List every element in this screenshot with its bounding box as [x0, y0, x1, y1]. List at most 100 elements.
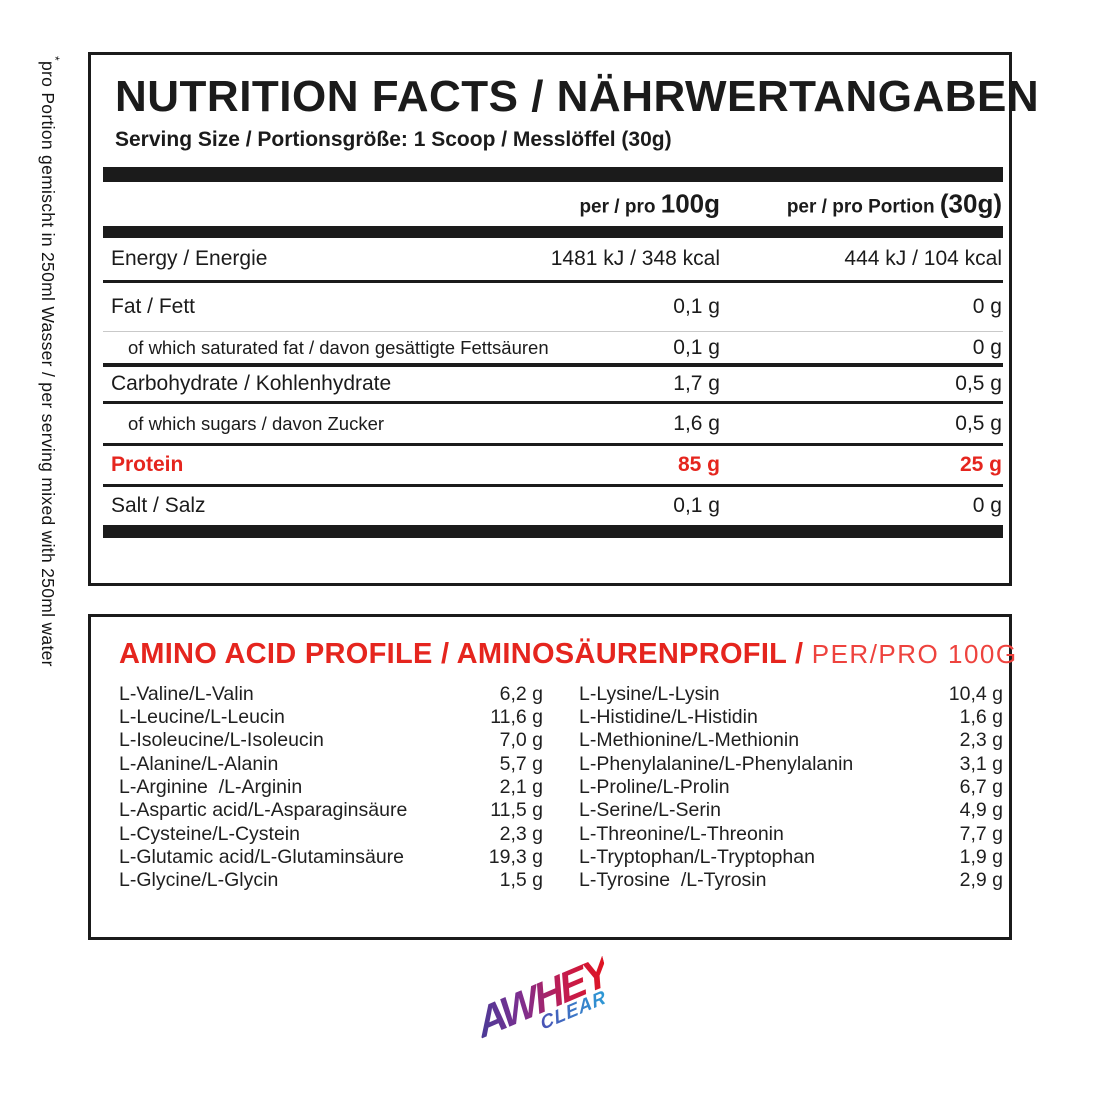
amino-row: L-Alanine/L-Alanin 5,7 g	[119, 753, 543, 776]
amino-value: 2,9 g	[959, 869, 1003, 892]
amino-label: L-Aspartic acid/L-Asparaginsäure	[119, 799, 408, 822]
divider-bar-top	[103, 167, 1003, 183]
amino-column-left: L-Valine/L-Valin 6,2 g L-Leucine/L-Leucin 1…	[119, 683, 543, 893]
amino-label: L-Isoleucine/L-Isoleucin	[119, 729, 324, 752]
amino-value: 2,3 g	[959, 729, 1003, 752]
amino-label: L-Tryptophan/L-Tryptophan	[579, 845, 815, 868]
amino-row: L-Isoleucine/L-Isoleucin 7,0 g	[119, 729, 543, 752]
column-header-per-portion: per / pro Portion (30g)	[787, 189, 1002, 220]
nutrition-table: Energy / Energie 1481 kJ / 348 kcal 444 kJ…	[103, 238, 1003, 525]
amino-label: L-Glycine/L-Glycin	[119, 869, 279, 892]
amino-title-unit: PER/PRO 100G	[811, 639, 1018, 669]
serving-footnote: *pro Portion gemischt in 250ml Wasser / …	[37, 56, 62, 667]
row-value-per-portion: 0,5 g	[955, 372, 1002, 396]
amino-label: L-Serine/L-Serin	[579, 799, 721, 822]
amino-value: 10,4 g	[948, 682, 1003, 705]
row-value-per-100g: 0,1 g	[673, 335, 720, 359]
amino-row: L-Arginine /L-Arginin 2,1 g	[119, 776, 543, 799]
amino-value: 1,5 g	[499, 869, 543, 892]
amino-acid-panel: AMINO ACID PROFILE / AMINOSÄURENPROFIL /…	[88, 614, 1016, 940]
nutrition-title: NUTRITION FACTS / NÄHRWERTANGABEN	[115, 72, 1040, 121]
table-row: Fat / Fett 0,1 g 0 g	[103, 283, 1003, 333]
amino-value: 1,6 g	[959, 706, 1003, 729]
column-headers: per / pro 100g per / pro Portion (30g)	[103, 182, 1003, 226]
footnote-text: pro Portion gemischt in 250ml Wasser / p…	[38, 60, 58, 667]
amino-title: AMINO ACID PROFILE / AMINOSÄURENPROFIL /…	[119, 638, 1016, 671]
row-label: of which saturated fat / davon gesättigt…	[128, 336, 549, 358]
row-value-per-100g: 1,7 g	[673, 372, 720, 396]
column-header-per-portion-amount: (30g)	[939, 188, 1002, 219]
amino-value: 11,5 g	[490, 799, 543, 822]
amino-label: L-Leucine/L-Leucin	[119, 706, 285, 729]
amino-label: L-Threonine/L-Threonin	[579, 822, 784, 845]
brand-logo: AWHEY CLEAR	[470, 939, 648, 1056]
amino-column-right: L-Lysine/L-Lysin 10,4 g L-Histidine/L-Hist…	[579, 683, 1003, 893]
amino-label: L-Proline/L-Prolin	[579, 776, 730, 799]
table-row: Protein 85 g 25 g	[103, 446, 1003, 488]
amino-row: L-Valine/L-Valin 6,2 g	[119, 683, 543, 706]
amino-label: L-Arginine /L-Arginin	[119, 776, 303, 799]
table-row: of which sugars / davon Zucker 1,6 g 0,5 g	[103, 404, 1003, 447]
amino-row: L-Lysine/L-Lysin 10,4 g	[579, 683, 1003, 706]
amino-row: L-Tyrosine /L-Tyrosin 2,9 g	[579, 869, 1003, 892]
amino-value: 7,0 g	[499, 729, 543, 752]
row-value-per-portion: 444 kJ / 104 kcal	[844, 247, 1002, 271]
nutrition-facts-panel: NUTRITION FACTS / NÄHRWERTANGABEN Servin…	[88, 52, 1040, 586]
row-label: Fat / Fett	[111, 295, 196, 319]
amino-acid-table: L-Valine/L-Valin 6,2 g L-Leucine/L-Leucin 1…	[119, 683, 1003, 893]
amino-row: L-Leucine/L-Leucin 11,6 g	[119, 706, 543, 729]
row-value-per-portion: 0 g	[972, 295, 1002, 319]
column-header-per-100g: per / pro 100g	[579, 189, 720, 220]
amino-label: L-Tyrosine /L-Tyrosin	[579, 869, 767, 892]
row-value-per-100g: 1,6 g	[673, 411, 720, 435]
amino-label: L-Glutamic acid/L-Glutaminsäure	[119, 845, 405, 868]
amino-label: L-Histidine/L-Histidin	[579, 706, 758, 729]
row-label: of which sugars / davon Zucker	[128, 412, 385, 434]
amino-label: L-Methionine/L-Methionin	[579, 729, 800, 752]
amino-value: 1,9 g	[959, 845, 1003, 868]
column-header-per-100g-amount: 100g	[660, 188, 720, 219]
amino-value: 6,2 g	[499, 682, 543, 705]
amino-row: L-Histidine/L-Histidin 1,6 g	[579, 706, 1003, 729]
amino-label: L-Cysteine/L-Cystein	[119, 822, 300, 845]
amino-label: L-Alanine/L-Alanin	[119, 752, 279, 775]
row-value-per-portion: 0 g	[972, 335, 1002, 359]
row-label: Carbohydrate / Kohlenhydrate	[111, 372, 392, 396]
footnote-asterisk: *	[47, 56, 62, 61]
amino-row: L-Methionine/L-Methionin 2,3 g	[579, 729, 1003, 752]
amino-value: 5,7 g	[499, 752, 543, 775]
row-value-per-100g: 1481 kJ / 348 kcal	[550, 247, 720, 271]
amino-value: 2,1 g	[499, 776, 543, 799]
row-label: Salt / Salz	[111, 494, 206, 518]
amino-label: L-Valine/L-Valin	[119, 682, 254, 705]
amino-row: L-Threonine/L-Threonin 7,7 g	[579, 823, 1003, 846]
amino-value: 11,6 g	[490, 706, 543, 729]
column-header-per-portion-prefix: per / pro Portion	[786, 196, 940, 218]
amino-row: L-Glutamic acid/L-Glutaminsäure 19,3 g	[119, 846, 543, 869]
row-value-per-100g: 0,1 g	[673, 494, 720, 518]
amino-row: L-Glycine/L-Glycin 1,5 g	[119, 869, 543, 892]
amino-row: L-Aspartic acid/L-Asparaginsäure 11,5 g	[119, 799, 543, 822]
amino-row: L-Cysteine/L-Cystein 2,3 g	[119, 823, 543, 846]
amino-row: L-Phenylalanine/L-Phenylalanin 3,1 g	[579, 753, 1003, 776]
amino-value: 2,3 g	[499, 822, 543, 845]
row-value-per-portion: 25 g	[959, 453, 1002, 477]
amino-value: 4,9 g	[959, 799, 1003, 822]
table-row: Energy / Energie 1481 kJ / 348 kcal 444 kJ…	[103, 238, 1003, 284]
amino-title-text: AMINO ACID PROFILE / AMINOSÄURENPROFIL /	[119, 638, 812, 670]
amino-value: 7,7 g	[959, 822, 1003, 845]
amino-row: L-Proline/L-Prolin 6,7 g	[579, 776, 1003, 799]
row-value-per-portion: 0 g	[972, 494, 1002, 518]
divider-bar-bottom	[103, 525, 1003, 539]
amino-value: 6,7 g	[959, 776, 1003, 799]
serving-size: Serving Size / Portionsgröße: 1 Scoop / …	[115, 128, 672, 151]
table-row: Salt / Salz 0,1 g 0 g	[103, 487, 1003, 525]
amino-row: L-Serine/L-Serin 4,9 g	[579, 799, 1003, 822]
row-value-per-portion: 0,5 g	[955, 411, 1002, 435]
row-label: Protein	[111, 453, 184, 477]
amino-label: L-Lysine/L-Lysin	[579, 682, 720, 705]
amino-value: 3,1 g	[959, 752, 1003, 775]
row-value-per-100g: 85 g	[677, 453, 720, 477]
amino-row: L-Tryptophan/L-Tryptophan 1,9 g	[579, 846, 1003, 869]
